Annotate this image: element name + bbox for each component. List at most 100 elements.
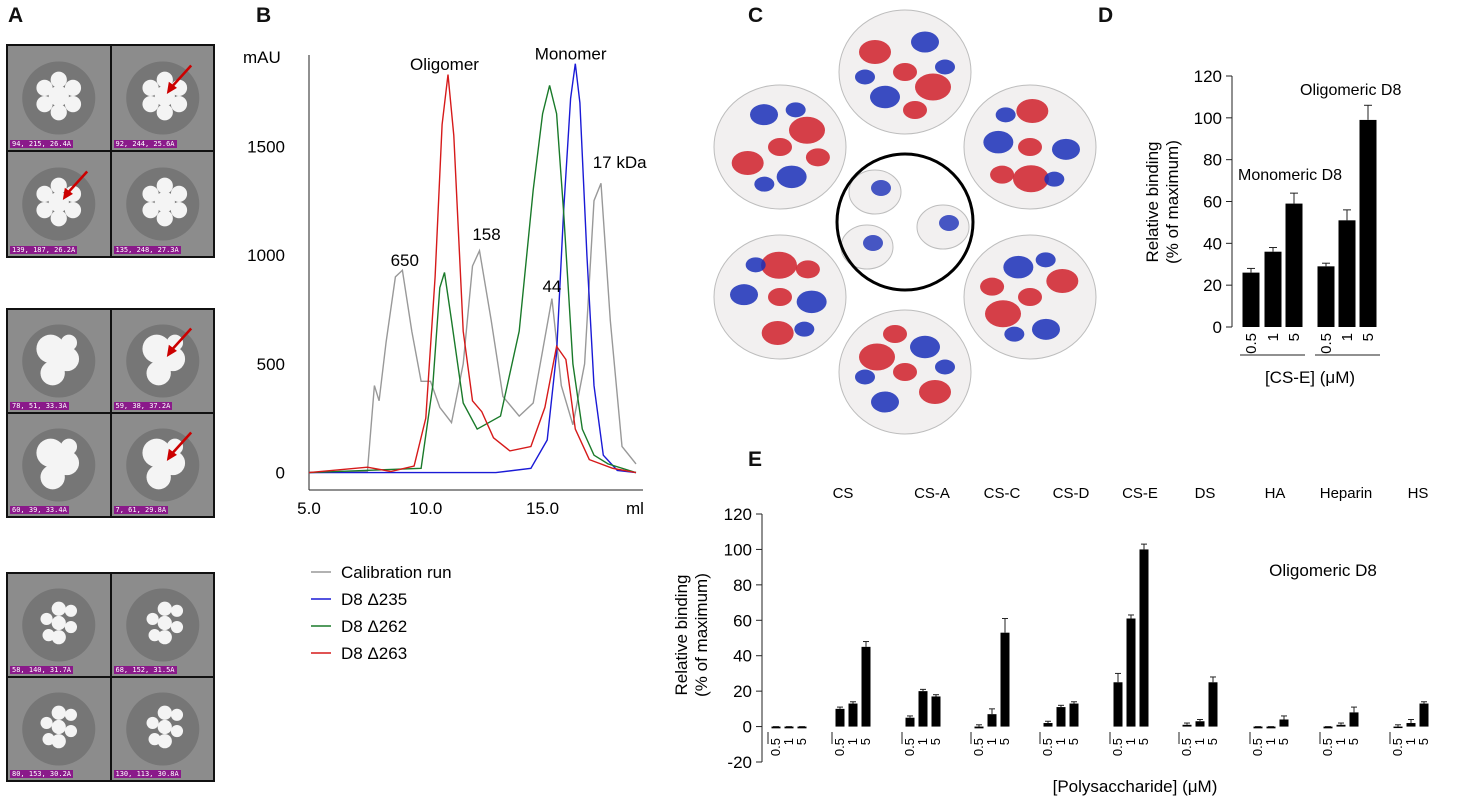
charge-patch xyxy=(768,138,792,156)
bar xyxy=(1182,724,1192,727)
density-blob xyxy=(51,705,66,720)
group-label: DS xyxy=(1195,485,1216,502)
em-class-tile: 94, 215, 26.4A xyxy=(8,46,110,150)
subunit-surface xyxy=(963,84,1097,210)
y-tick-label: 20 xyxy=(1203,276,1222,295)
em-tile-label: 130, 113, 30.8A xyxy=(113,770,181,778)
legend-label: D8 Δ262 xyxy=(341,617,407,636)
density-blob xyxy=(154,191,175,213)
bar xyxy=(987,714,997,727)
density-blob xyxy=(157,705,172,720)
x-tick-label: 1 xyxy=(984,738,999,745)
x-tick-label: 1 xyxy=(1339,333,1356,341)
em-class-tile: 78, 51, 33.3A xyxy=(8,310,110,412)
charge-patch xyxy=(731,150,764,175)
bar xyxy=(974,726,984,729)
series-line xyxy=(308,74,637,474)
inner-domain xyxy=(916,204,970,250)
x-tick-label: 5 xyxy=(997,738,1012,745)
y-tick-label: 500 xyxy=(257,355,285,374)
subunit-surface xyxy=(838,9,972,135)
charge-patch xyxy=(935,359,955,375)
charge-patch xyxy=(805,148,830,167)
peak-annotation: 650 xyxy=(391,251,419,270)
y-tick-label: 100 xyxy=(1194,109,1222,128)
density-blob xyxy=(51,719,66,735)
charge-patch xyxy=(919,380,951,404)
em-tile-label: 68, 152, 31.5A xyxy=(113,666,177,674)
density-blob xyxy=(36,201,53,219)
charge-patch xyxy=(1013,165,1050,193)
y-axis-label-line: (% of maximum) xyxy=(692,573,711,697)
bar xyxy=(1139,549,1149,727)
x-tick-label: 5 xyxy=(1136,738,1151,745)
x-axis-label: [Polysaccharide] (μM) xyxy=(1053,777,1218,796)
peak-annotation: 44 xyxy=(542,277,561,296)
charge-patch xyxy=(745,257,766,273)
x-tick-label: 0.5 xyxy=(1320,738,1335,756)
charge-patch xyxy=(796,290,827,314)
charge-patch xyxy=(911,31,939,53)
em-class-tile: 135, 248, 27.3A xyxy=(111,152,213,256)
density-blob xyxy=(156,104,173,121)
x-tick-label: 1 xyxy=(781,738,796,745)
protein-subunit xyxy=(713,234,847,360)
charge-patch xyxy=(776,165,807,189)
arrow-shaft xyxy=(65,170,89,195)
group-label: CS-C xyxy=(984,485,1021,502)
charge-patch xyxy=(903,101,927,119)
x-tick-label: 5 xyxy=(1205,738,1220,745)
x-tick-label: 0.5 xyxy=(1179,738,1194,756)
peak-annotation: Oligomer xyxy=(410,55,479,74)
bar xyxy=(861,646,871,727)
density-blob xyxy=(64,201,82,219)
em-class-tile: 58, 140, 31.7A xyxy=(8,574,110,676)
bar-group: 0.515 xyxy=(1109,543,1151,756)
em-density-image xyxy=(22,61,96,135)
subunit-surface xyxy=(713,234,847,360)
density-blob xyxy=(60,438,78,455)
protein-subunit xyxy=(963,84,1097,210)
em-density-image xyxy=(125,588,199,662)
bar-group: 0.515 xyxy=(831,641,873,756)
density-blob xyxy=(40,716,53,729)
arrow-shaft xyxy=(169,431,192,456)
arrow-icon xyxy=(62,187,73,200)
charge-patch xyxy=(1035,252,1056,268)
charge-patch xyxy=(855,369,875,385)
density-blob xyxy=(156,210,173,227)
charge-patch xyxy=(795,260,820,279)
group-label: HA xyxy=(1265,485,1286,502)
em-class-group: 94, 215, 26.4A 92, 244, 25.6A 139, 187, 26… xyxy=(6,44,215,258)
y-tick-label: -20 xyxy=(727,753,752,772)
bar xyxy=(1195,721,1205,727)
y-tick-label: 80 xyxy=(733,576,752,595)
inner-domain xyxy=(840,224,894,270)
bar xyxy=(1419,703,1429,727)
em-class-tile: 68, 152, 31.5A xyxy=(111,574,213,676)
density-blob xyxy=(60,334,78,351)
subunit-surface xyxy=(963,234,1097,360)
x-tick-label: 1 xyxy=(1333,738,1348,745)
charge-patch xyxy=(935,59,955,75)
em-density-image xyxy=(125,167,199,241)
bar xyxy=(1406,723,1416,727)
density-blob xyxy=(42,629,55,642)
x-tick-label: 15.0 xyxy=(526,499,559,518)
chart-annotation: Oligomeric D8 xyxy=(1269,561,1377,580)
charge-patch xyxy=(794,321,815,337)
bar-group: 0.515 xyxy=(1249,715,1291,756)
x-tick-label: 0.5 xyxy=(902,738,917,756)
bar xyxy=(931,696,941,727)
em-density-image xyxy=(22,428,96,502)
group-label: Heparin xyxy=(1320,485,1373,502)
bar xyxy=(1279,719,1289,727)
series-line xyxy=(309,63,637,474)
em-density-image xyxy=(125,692,199,766)
panel-letter-e: E xyxy=(748,448,763,471)
y-axis-label: Relative binding(% of maximum) xyxy=(1143,140,1182,264)
bar xyxy=(1266,726,1276,729)
peak-annotation: 17 kDa xyxy=(593,153,647,172)
y-tick-label: 60 xyxy=(1203,193,1222,212)
